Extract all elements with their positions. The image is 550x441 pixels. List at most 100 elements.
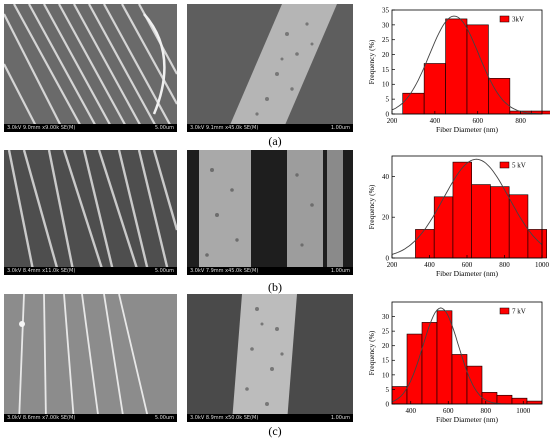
x-tick-label: 1000	[516, 407, 531, 415]
histogram-bar	[433, 196, 454, 259]
x-tick-label: 400	[430, 117, 441, 125]
histogram-b-svg: 200 400 600 800 1000 0 20 40 Fiber Diameter (nm)…	[367, 155, 550, 278]
y-tick-label: 30	[382, 313, 390, 321]
fiber-texture	[187, 294, 353, 422]
y-tick-label: 40	[382, 173, 390, 181]
x-axis-label: Fiber Diameter (nm)	[436, 415, 499, 424]
sem-info-bar: 3.0kV 8.6mm x7.00k SE(M) 5.00um	[4, 414, 177, 422]
legend-label: 5 kV	[512, 162, 526, 170]
histogram-bar	[436, 310, 453, 405]
histogram-c-svg: 400 600 800 1000 0 5 10 15 20 25 30 Fiber Diameter …	[367, 301, 543, 424]
x-tick-label: 600	[472, 117, 483, 125]
panel-label-a: (a)	[268, 134, 282, 148]
histogram-c: 400 600 800 1000 0 5 10 15 20 25 30 Fiber Diameter …	[362, 296, 550, 426]
sem-image-b-high-magnification: 3.0kV 7.9mm x45.0k SE(M) 1.00um	[187, 150, 353, 275]
sem-image-a-low-magnification: 3.0kV 9.0mm x9.00k SE(M) 5.00um	[4, 4, 177, 132]
legend-swatch	[499, 161, 510, 169]
fiber-texture	[4, 4, 177, 132]
fiber-texture	[187, 150, 353, 275]
sem-info: 3.0kV 8.4mm x11.0k SE(M)	[7, 268, 76, 274]
panel-label-c: (c)	[268, 424, 282, 438]
histogram-bar	[471, 184, 491, 259]
y-tick-label: 35	[382, 6, 390, 14]
sem-info-bar: 3.0kV 9.1mm x45.0k SE(M) 1.00um	[187, 124, 353, 132]
legend-label: 3kV	[512, 16, 524, 24]
x-tick-label: 800	[515, 117, 526, 125]
sem-info: 3.0kV 8.6mm x7.00k SE(M)	[7, 415, 76, 421]
sem-image-b-low-magnification: 3.0kV 8.4mm x11.0k SE(M) 5.00um	[4, 150, 177, 275]
x-tick-label: 800	[481, 407, 492, 415]
histogram-bar	[423, 63, 446, 115]
fiber-texture	[4, 150, 177, 275]
sem-scale: 1.00um	[330, 415, 350, 421]
plot-frame	[391, 301, 543, 405]
histogram-bar	[415, 229, 435, 259]
histogram-bar	[406, 333, 423, 405]
x-tick-label: 200	[387, 261, 398, 269]
histogram-bar	[421, 322, 438, 405]
y-tick-label: 5	[386, 386, 390, 394]
sem-image-c-high-magnification: 3.0kV 8.9mm x50.0k SE(M) 1.00um	[187, 294, 353, 422]
fiber-texture	[4, 294, 177, 422]
histogram-bar	[508, 194, 529, 259]
sem-info-bar: 3.0kV 8.4mm x11.0k SE(M) 5.00um	[4, 267, 177, 275]
sem-image-c-low-magnification: 3.0kV 8.6mm x7.00k SE(M) 5.00um	[4, 294, 177, 422]
sem-info: 3.0kV 9.0mm x9.00k SE(M)	[7, 125, 76, 131]
plot-frame	[391, 9, 543, 115]
histogram-b: 200 400 600 800 1000 0 20 40 Fiber Diameter (nm)…	[362, 150, 550, 280]
x-tick-label: 600	[462, 261, 473, 269]
sem-scale: 1.00um	[330, 125, 350, 131]
histogram-bar	[466, 365, 483, 405]
legend-swatch	[499, 307, 510, 315]
y-tick-label: 15	[382, 66, 390, 74]
y-tick-label: 0	[386, 254, 390, 262]
sem-info-bar: 3.0kV 7.9mm x45.0k SE(M) 1.00um	[187, 267, 353, 275]
sem-info-bar: 3.0kV 8.9mm x50.0k SE(M) 1.00um	[187, 414, 353, 422]
y-tick-label: 20	[382, 342, 390, 350]
x-tick-label: 1000	[535, 261, 550, 269]
y-axis-label: Frequency (%)	[367, 184, 376, 229]
sem-image-a-high-magnification: 3.0kV 9.1mm x45.0k SE(M) 1.00um	[187, 4, 353, 132]
histogram-bar	[445, 18, 468, 115]
histogram-bar	[511, 397, 528, 405]
x-tick-label: 200	[387, 117, 398, 125]
y-tick-label: 0	[386, 400, 390, 408]
x-tick-label: 400	[406, 407, 417, 415]
legend-swatch	[499, 15, 510, 23]
histogram-bar	[490, 186, 510, 259]
histogram-a-svg: 200 400 600 800 0 5 10 15 20 25 30 35 Fiber Diameter…	[367, 6, 550, 134]
x-tick-label: 400	[424, 261, 435, 269]
x-tick-label: 600	[443, 407, 454, 415]
sem-info: 3.0kV 7.9mm x45.0k SE(M)	[190, 268, 259, 274]
y-tick-label: 10	[382, 371, 390, 379]
y-axis-label: Frequency (%)	[367, 39, 376, 84]
histogram-bar	[451, 354, 468, 405]
sem-info: 3.0kV 9.1mm x45.0k SE(M)	[190, 125, 259, 131]
fit-curve	[391, 15, 542, 115]
y-tick-label: 25	[382, 36, 390, 44]
legend-label: 7 kV	[512, 308, 526, 316]
x-tick-label: 800	[499, 261, 510, 269]
y-tick-label: 30	[382, 21, 390, 29]
sem-scale: 1.00um	[330, 268, 350, 274]
panel-label-b: (b)	[268, 280, 282, 294]
histogram-bar	[402, 92, 425, 115]
fit-curve	[391, 158, 543, 255]
y-tick-label: 20	[382, 51, 390, 59]
sem-scale: 5.00um	[154, 415, 174, 421]
sem-info-bar: 3.0kV 9.0mm x9.00k SE(M) 5.00um	[4, 124, 177, 132]
histogram-a: 200 400 600 800 0 5 10 15 20 25 30 35 Fiber Diameter…	[362, 4, 550, 136]
y-tick-label: 5	[386, 96, 390, 104]
y-tick-label: 25	[382, 328, 390, 336]
y-tick-label: 20	[382, 214, 390, 222]
histogram-bar	[481, 392, 498, 405]
x-axis-label: Fiber Diameter (nm)	[436, 269, 499, 278]
y-tick-label: 0	[386, 110, 390, 118]
sem-scale: 5.00um	[154, 268, 174, 274]
sem-info: 3.0kV 8.9mm x50.0k SE(M)	[190, 415, 259, 421]
histogram-bar	[527, 229, 547, 259]
y-axis-label: Frequency (%)	[367, 330, 376, 375]
histogram-bar	[496, 394, 513, 405]
y-tick-label: 10	[382, 81, 390, 89]
y-tick-label: 15	[382, 357, 390, 365]
